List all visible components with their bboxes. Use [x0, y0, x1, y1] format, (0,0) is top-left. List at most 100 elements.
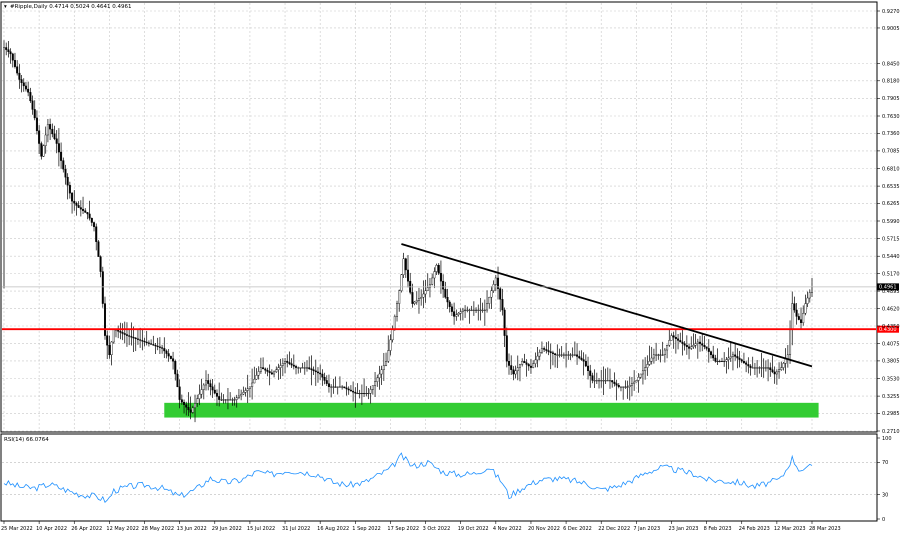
candle-body — [24, 85, 27, 90]
price-tick-label: 0.3255 — [882, 394, 900, 400]
candle-body — [565, 354, 568, 356]
candle-body — [31, 100, 34, 110]
candle-body — [360, 393, 363, 395]
candle-body — [341, 386, 344, 388]
candle-body — [334, 386, 337, 388]
candle-body — [508, 361, 511, 366]
candle-body — [345, 387, 348, 390]
candle-body — [751, 367, 754, 369]
x-tick-label: 24 Feb 2023 — [739, 526, 770, 532]
candle-body — [628, 385, 631, 388]
candle-body — [240, 393, 243, 397]
candle-body — [299, 367, 302, 369]
candle-body — [183, 401, 186, 405]
candle-body — [778, 369, 781, 373]
candle-body — [701, 343, 704, 346]
x-tick-label: 25 Mar 2022 — [1, 526, 33, 532]
candle-body — [666, 345, 669, 351]
candle-body — [437, 264, 440, 274]
candle-body — [679, 340, 682, 343]
x-tick-label: 1 Sep 2022 — [352, 526, 381, 532]
candle-body — [9, 51, 12, 55]
candle-body — [55, 138, 58, 144]
candle-body — [731, 354, 734, 357]
candle-body — [655, 354, 658, 356]
candle-body — [248, 386, 251, 389]
rsi-pane-frame — [0, 433, 878, 522]
candle-body — [46, 124, 49, 136]
candle-body — [352, 390, 355, 393]
candle-body — [330, 386, 333, 388]
candle-body — [589, 370, 592, 376]
candle-body — [617, 385, 620, 388]
candle-body — [584, 361, 587, 367]
candle-body — [712, 354, 715, 359]
candle-body — [422, 293, 425, 298]
candle-body — [378, 373, 381, 379]
rsi-tick-label: 70 — [882, 460, 888, 466]
candle-body — [450, 306, 453, 312]
candle-body — [705, 346, 708, 349]
candle-body — [420, 296, 423, 299]
candle-body — [139, 339, 142, 341]
main-title-text: #Ripple,Daily 0.4714 0.5024 0.4641 0.496… — [10, 4, 132, 10]
candle-body — [231, 399, 234, 401]
candle-body — [169, 355, 172, 359]
candle-body — [800, 319, 803, 323]
candle-body — [29, 92, 32, 102]
price-tick-label: 0.8450 — [882, 61, 900, 67]
downtrend-line — [401, 243, 813, 368]
candle-body — [303, 367, 306, 369]
candle-body — [644, 367, 647, 372]
candle-body — [62, 160, 65, 170]
price-tick-label: 0.7630 — [882, 114, 900, 120]
candle-body — [229, 399, 232, 401]
candle-body — [233, 399, 236, 401]
candle-body — [791, 303, 794, 330]
candle-body — [343, 386, 346, 389]
candle-body — [275, 369, 278, 373]
candle-body — [428, 284, 431, 288]
x-tick-label: 20 Nov 2022 — [528, 526, 560, 532]
candle-body — [492, 284, 495, 291]
candle-body — [442, 280, 445, 290]
candle-body — [336, 386, 339, 388]
candle-body — [663, 349, 666, 356]
candle-body — [187, 407, 190, 411]
candle-body — [486, 303, 489, 311]
candle-body — [257, 371, 260, 376]
candle-body — [571, 354, 574, 356]
candle-body — [650, 357, 653, 362]
candle-body — [108, 345, 111, 356]
candle-body — [446, 296, 449, 303]
x-tick-label: 12 Mar 2023 — [774, 526, 806, 532]
current-price-badge — [877, 283, 899, 291]
candle-body — [68, 184, 71, 194]
candle-body — [130, 336, 133, 338]
candle-body — [211, 386, 214, 391]
candle-body — [194, 403, 197, 409]
candle-body — [703, 345, 706, 348]
candle-body — [641, 370, 644, 375]
candle-body — [758, 367, 761, 369]
candle-body — [292, 364, 295, 367]
candle-body — [738, 357, 741, 360]
candle-body — [789, 329, 792, 356]
candle-body — [13, 60, 16, 67]
candle-body — [145, 341, 148, 344]
candle-body — [20, 79, 23, 83]
candle-body — [764, 367, 767, 369]
candle-body — [600, 380, 603, 382]
x-tick-label: 29 Jun 2022 — [212, 526, 242, 532]
candle-body — [417, 298, 420, 301]
candle-body — [22, 82, 25, 87]
candle-body — [266, 369, 269, 372]
rsi-tick-label: 30 — [882, 493, 888, 499]
price-tick-label: 0.2710 — [882, 429, 900, 435]
candle-body — [389, 339, 392, 351]
candle-body — [71, 192, 74, 202]
price-tick-label: 0.2985 — [882, 411, 900, 417]
candle-body — [165, 350, 168, 354]
price-tick-label: 0.4895 — [882, 289, 900, 295]
